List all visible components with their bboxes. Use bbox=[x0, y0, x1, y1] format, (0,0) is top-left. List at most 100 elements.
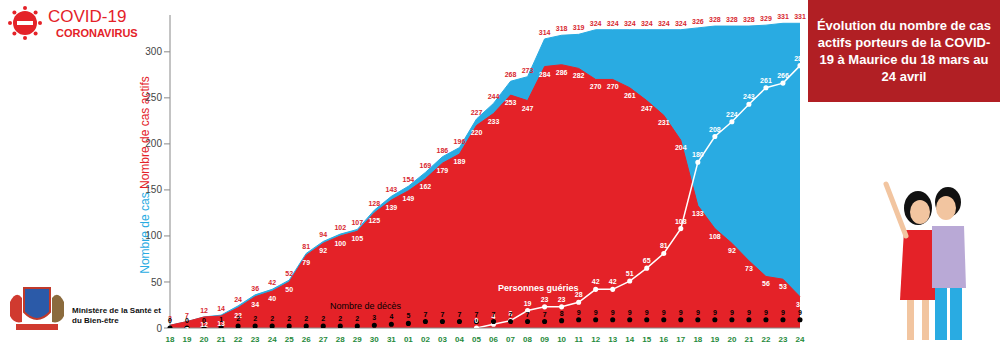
svg-text:24: 24 bbox=[234, 296, 242, 303]
svg-text:09: 09 bbox=[540, 335, 549, 344]
svg-text:21: 21 bbox=[217, 335, 226, 344]
svg-text:2: 2 bbox=[304, 315, 308, 322]
svg-text:26: 26 bbox=[302, 335, 311, 344]
svg-text:07: 07 bbox=[506, 335, 515, 344]
svg-text:9: 9 bbox=[747, 309, 751, 316]
svg-text:324: 324 bbox=[607, 20, 619, 27]
svg-text:7: 7 bbox=[458, 311, 462, 318]
svg-text:7: 7 bbox=[423, 311, 427, 318]
svg-text:2: 2 bbox=[355, 315, 359, 322]
svg-text:7: 7 bbox=[440, 311, 444, 318]
svg-text:0: 0 bbox=[475, 317, 479, 324]
svg-text:189: 189 bbox=[454, 158, 466, 165]
svg-text:2: 2 bbox=[321, 315, 325, 322]
svg-text:133: 133 bbox=[692, 210, 704, 217]
svg-text:7: 7 bbox=[475, 311, 479, 318]
svg-text:143: 143 bbox=[386, 186, 398, 193]
svg-text:22: 22 bbox=[234, 335, 243, 344]
svg-text:18: 18 bbox=[693, 335, 702, 344]
svg-text:266: 266 bbox=[777, 72, 789, 79]
svg-text:14: 14 bbox=[217, 305, 225, 312]
svg-text:22: 22 bbox=[761, 335, 770, 344]
svg-text:0: 0 bbox=[156, 323, 162, 334]
svg-text:24: 24 bbox=[268, 335, 277, 344]
svg-text:9: 9 bbox=[662, 309, 666, 316]
svg-text:7: 7 bbox=[185, 326, 189, 333]
svg-text:326: 326 bbox=[692, 18, 704, 25]
svg-text:286: 286 bbox=[556, 69, 568, 76]
svg-text:2: 2 bbox=[253, 315, 257, 322]
svg-text:9: 9 bbox=[628, 309, 632, 316]
svg-text:324: 324 bbox=[675, 20, 687, 27]
svg-text:108: 108 bbox=[709, 233, 721, 240]
svg-text:282: 282 bbox=[573, 72, 585, 79]
svg-text:247: 247 bbox=[641, 105, 653, 112]
svg-text:12: 12 bbox=[200, 307, 208, 314]
svg-text:34: 34 bbox=[251, 301, 259, 308]
svg-text:100: 100 bbox=[145, 230, 162, 241]
svg-text:65: 65 bbox=[643, 257, 651, 264]
svg-text:21: 21 bbox=[744, 335, 753, 344]
svg-text:139: 139 bbox=[386, 204, 398, 211]
svg-text:30: 30 bbox=[370, 335, 379, 344]
svg-text:20: 20 bbox=[200, 335, 209, 344]
svg-text:12: 12 bbox=[591, 335, 600, 344]
svg-text:208: 208 bbox=[709, 126, 721, 133]
svg-text:01: 01 bbox=[404, 335, 413, 344]
svg-text:150: 150 bbox=[145, 184, 162, 195]
svg-text:328: 328 bbox=[743, 16, 755, 23]
svg-text:107: 107 bbox=[351, 219, 363, 226]
svg-text:9: 9 bbox=[594, 309, 598, 316]
svg-text:244: 244 bbox=[488, 93, 500, 100]
svg-text:196: 196 bbox=[454, 138, 466, 145]
svg-text:102: 102 bbox=[334, 224, 346, 231]
svg-text:16: 16 bbox=[659, 335, 668, 344]
svg-text:128: 128 bbox=[368, 200, 380, 207]
svg-text:284: 284 bbox=[539, 71, 551, 78]
svg-text:19: 19 bbox=[524, 300, 532, 307]
svg-text:7: 7 bbox=[526, 311, 530, 318]
svg-text:73: 73 bbox=[745, 265, 753, 272]
svg-text:2: 2 bbox=[287, 315, 291, 322]
svg-text:36: 36 bbox=[251, 285, 259, 292]
svg-text:15: 15 bbox=[642, 335, 651, 344]
svg-text:204: 204 bbox=[675, 144, 687, 151]
svg-text:24: 24 bbox=[796, 335, 805, 344]
svg-text:3: 3 bbox=[372, 314, 376, 321]
svg-text:03: 03 bbox=[438, 335, 447, 344]
svg-text:8: 8 bbox=[509, 310, 513, 317]
svg-text:94: 94 bbox=[319, 231, 327, 238]
svg-text:9: 9 bbox=[645, 309, 649, 316]
svg-text:27: 27 bbox=[319, 335, 328, 344]
svg-text:243: 243 bbox=[743, 93, 755, 100]
svg-text:10: 10 bbox=[557, 335, 566, 344]
svg-text:42: 42 bbox=[268, 279, 276, 286]
svg-text:20: 20 bbox=[727, 335, 736, 344]
svg-text:9: 9 bbox=[781, 309, 785, 316]
svg-text:324: 324 bbox=[590, 20, 602, 27]
svg-text:9: 9 bbox=[611, 309, 615, 316]
svg-text:79: 79 bbox=[302, 259, 310, 266]
svg-text:247: 247 bbox=[522, 105, 534, 112]
svg-text:04: 04 bbox=[455, 335, 464, 344]
svg-text:9: 9 bbox=[730, 309, 734, 316]
svg-text:50: 50 bbox=[285, 286, 293, 293]
svg-text:7: 7 bbox=[509, 311, 513, 318]
svg-text:253: 253 bbox=[505, 99, 517, 106]
svg-text:0: 0 bbox=[202, 317, 206, 324]
svg-text:2: 2 bbox=[270, 315, 274, 322]
svg-text:318: 318 bbox=[556, 25, 568, 32]
svg-text:231: 231 bbox=[658, 119, 670, 126]
svg-text:149: 149 bbox=[403, 195, 415, 202]
svg-text:11: 11 bbox=[574, 335, 583, 344]
svg-text:51: 51 bbox=[626, 270, 634, 277]
svg-text:220: 220 bbox=[471, 129, 483, 136]
svg-text:0: 0 bbox=[168, 317, 172, 324]
svg-text:28: 28 bbox=[336, 335, 345, 344]
svg-text:261: 261 bbox=[624, 92, 636, 99]
svg-text:3: 3 bbox=[168, 329, 172, 336]
svg-text:81: 81 bbox=[660, 242, 668, 249]
svg-text:268: 268 bbox=[505, 71, 517, 78]
svg-text:270: 270 bbox=[590, 83, 602, 90]
svg-text:224: 224 bbox=[726, 111, 738, 118]
